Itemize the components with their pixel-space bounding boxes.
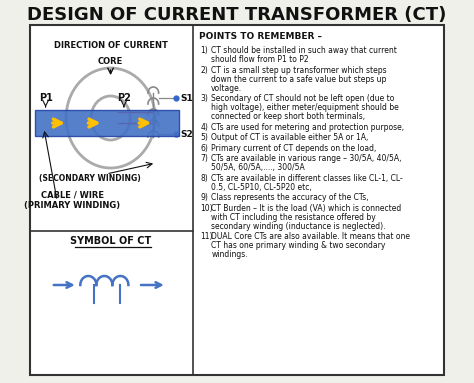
Text: down the current to a safe value but steps up: down the current to a safe value but ste… [211, 75, 387, 83]
Text: (SECONDARY WINDING): (SECONDARY WINDING) [39, 173, 141, 183]
Text: 9): 9) [201, 193, 209, 202]
Text: CT is a small step up transformer which steps: CT is a small step up transformer which … [211, 65, 387, 75]
Text: 3): 3) [201, 94, 209, 103]
Text: (PRIMARY WINDING): (PRIMARY WINDING) [24, 200, 120, 210]
Text: Secondary of CT should not be left open (due to: Secondary of CT should not be left open … [211, 94, 394, 103]
Text: CTs are available in various range – 30/5A, 40/5A,: CTs are available in various range – 30/… [211, 154, 401, 163]
Text: CT Burden – It is the load (VA) which is connected: CT Burden – It is the load (VA) which is… [211, 203, 401, 213]
Text: 10): 10) [201, 203, 213, 213]
Text: CT has one primary winding & two secondary: CT has one primary winding & two seconda… [211, 241, 385, 250]
Text: connected or keep short both terminals,: connected or keep short both terminals, [211, 112, 365, 121]
Text: windings.: windings. [211, 250, 248, 259]
Text: CABLE / WIRE: CABLE / WIRE [41, 190, 104, 200]
Text: S1: S1 [180, 93, 193, 103]
Text: 2): 2) [201, 65, 208, 75]
Text: P1: P1 [39, 93, 53, 103]
Text: Output of CT is available either 5A or 1A,: Output of CT is available either 5A or 1… [211, 133, 369, 142]
Bar [35, 110, 179, 136]
Text: P2: P2 [117, 93, 131, 103]
Text: CTs are used for metering and protection purpose,: CTs are used for metering and protection… [211, 123, 404, 131]
Text: 5): 5) [201, 133, 209, 142]
Text: CORE: CORE [98, 57, 123, 65]
Text: with CT including the resistance offered by: with CT including the resistance offered… [211, 213, 376, 221]
Text: should flow from P1 to P2: should flow from P1 to P2 [211, 55, 309, 64]
Text: 7): 7) [201, 154, 209, 163]
Text: CT should be installed in such away that current: CT should be installed in such away that… [211, 46, 397, 55]
Text: SYMBOL OF CT: SYMBOL OF CT [70, 236, 151, 246]
Text: Class represents the accuracy of the CTs,: Class represents the accuracy of the CTs… [211, 193, 369, 202]
Text: POINTS TO REMEMBER –: POINTS TO REMEMBER – [199, 32, 322, 41]
Text: 50/5A, 60/5A,...., 300/5A: 50/5A, 60/5A,...., 300/5A [211, 163, 305, 172]
Text: high voltage), either meter/equipment should be: high voltage), either meter/equipment sh… [211, 103, 399, 112]
Text: 11): 11) [201, 232, 213, 241]
Text: 8): 8) [201, 173, 208, 183]
Text: 6): 6) [201, 144, 209, 152]
Text: 1): 1) [201, 46, 208, 55]
Text: S2: S2 [180, 129, 193, 139]
Text: CTs are available in different classes like CL-1, CL-: CTs are available in different classes l… [211, 173, 403, 183]
Text: secondary winding (inductance is neglected).: secondary winding (inductance is neglect… [211, 221, 386, 231]
Text: DESIGN OF CURRENT TRANSFORMER (CT): DESIGN OF CURRENT TRANSFORMER (CT) [27, 6, 447, 24]
Text: 4): 4) [201, 123, 209, 131]
Text: Primary current of CT depends on the load,: Primary current of CT depends on the loa… [211, 144, 376, 152]
Text: DUAL Core CTs are also available. It means that one: DUAL Core CTs are also available. It mea… [211, 232, 410, 241]
Text: 0.5, CL-5P10, CL-5P20 etc,: 0.5, CL-5P10, CL-5P20 etc, [211, 183, 312, 192]
Text: DIRECTION OF CURRENT: DIRECTION OF CURRENT [54, 41, 167, 49]
Text: voltage.: voltage. [211, 83, 242, 93]
